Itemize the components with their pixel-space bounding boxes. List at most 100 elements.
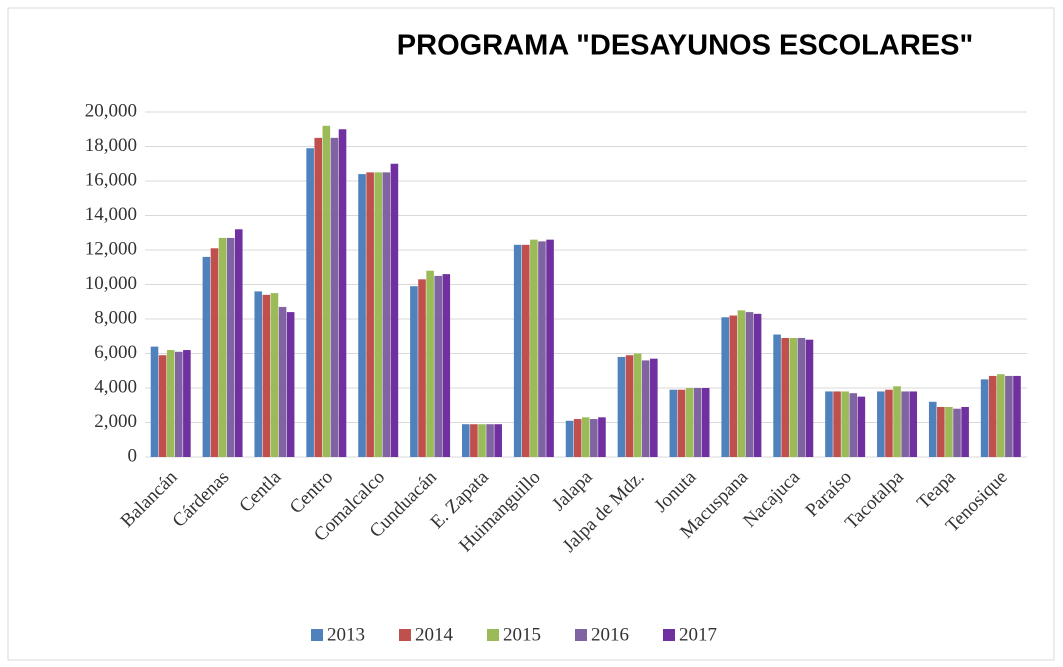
bar bbox=[857, 396, 866, 457]
y-tick-label: 6,000 bbox=[94, 342, 137, 363]
y-tick-label: 8,000 bbox=[94, 307, 137, 328]
bar bbox=[218, 237, 227, 457]
bar bbox=[677, 389, 686, 457]
bar bbox=[150, 346, 159, 457]
bar bbox=[909, 391, 918, 457]
bar bbox=[877, 391, 885, 457]
bar bbox=[565, 420, 574, 457]
bar bbox=[980, 379, 989, 457]
bar bbox=[174, 351, 183, 457]
bar bbox=[693, 388, 702, 457]
bar bbox=[773, 334, 781, 457]
bar bbox=[390, 163, 399, 457]
legend-swatch bbox=[399, 629, 411, 641]
bar bbox=[278, 306, 287, 457]
bar bbox=[254, 291, 263, 457]
bar bbox=[470, 424, 478, 457]
bar bbox=[937, 406, 945, 457]
bar bbox=[849, 393, 858, 457]
bar bbox=[382, 172, 391, 457]
bar bbox=[598, 417, 606, 457]
bar bbox=[358, 174, 366, 457]
bar bbox=[494, 424, 502, 457]
bar bbox=[330, 137, 339, 457]
bar bbox=[805, 339, 814, 457]
bar bbox=[885, 389, 893, 457]
bar bbox=[226, 237, 235, 457]
bar bbox=[928, 401, 937, 457]
bar bbox=[781, 337, 789, 457]
bar bbox=[893, 386, 901, 457]
bar bbox=[410, 286, 418, 457]
bar bbox=[513, 244, 522, 457]
legend-label: 2017 bbox=[679, 624, 717, 645]
y-tick-label: 14,000 bbox=[85, 204, 137, 225]
legend-swatch bbox=[487, 629, 499, 641]
legend-label: 2016 bbox=[591, 624, 629, 645]
bar bbox=[617, 356, 626, 457]
y-tick-label: 0 bbox=[128, 445, 138, 466]
bar bbox=[901, 391, 909, 457]
bar bbox=[262, 294, 271, 457]
bar bbox=[701, 388, 710, 457]
legend-label: 2013 bbox=[327, 624, 365, 645]
bar bbox=[462, 424, 470, 457]
bar bbox=[953, 408, 961, 457]
legend-swatch bbox=[311, 629, 323, 641]
bar bbox=[306, 148, 314, 457]
legend-label: 2015 bbox=[503, 624, 541, 645]
bar bbox=[286, 312, 295, 457]
bar bbox=[737, 310, 746, 457]
bar bbox=[641, 360, 650, 457]
bar bbox=[158, 355, 167, 457]
bar bbox=[581, 417, 590, 457]
bar bbox=[314, 137, 323, 457]
bar bbox=[202, 256, 211, 457]
bar bbox=[945, 406, 953, 457]
bar bbox=[833, 391, 841, 457]
bar bbox=[961, 406, 969, 457]
bar bbox=[546, 239, 554, 457]
bar bbox=[478, 424, 486, 457]
legend-label: 2014 bbox=[415, 624, 454, 645]
bar bbox=[270, 293, 279, 457]
bar bbox=[825, 391, 833, 457]
y-tick-label: 10,000 bbox=[85, 273, 137, 294]
bar bbox=[374, 172, 383, 457]
bar bbox=[366, 172, 374, 457]
bar bbox=[988, 375, 997, 457]
bar bbox=[685, 388, 694, 457]
bar bbox=[434, 275, 442, 457]
y-tick-label: 2,000 bbox=[94, 411, 137, 432]
bar bbox=[210, 248, 219, 457]
bar bbox=[633, 353, 642, 457]
bar bbox=[538, 241, 546, 457]
legend-swatch bbox=[575, 629, 587, 641]
bar bbox=[789, 337, 798, 457]
bar bbox=[418, 279, 426, 457]
y-tick-label: 12,000 bbox=[85, 238, 137, 259]
bar bbox=[486, 424, 494, 457]
bar bbox=[721, 317, 730, 457]
bar bbox=[338, 129, 347, 457]
legend-swatch bbox=[663, 629, 675, 641]
y-tick-label: 4,000 bbox=[94, 376, 137, 397]
bar bbox=[573, 419, 582, 457]
bar bbox=[650, 358, 658, 457]
bar bbox=[729, 315, 738, 457]
bar bbox=[590, 419, 598, 457]
bar bbox=[797, 337, 806, 457]
bar bbox=[426, 270, 434, 457]
bar bbox=[625, 355, 634, 457]
y-tick-label: 18,000 bbox=[85, 135, 137, 156]
bar bbox=[322, 125, 331, 458]
bar bbox=[669, 389, 678, 457]
bar bbox=[442, 274, 451, 457]
bar bbox=[234, 229, 243, 457]
bar bbox=[745, 312, 754, 457]
bar bbox=[841, 391, 849, 457]
bar bbox=[521, 244, 530, 457]
bar bbox=[1005, 375, 1013, 457]
bar bbox=[1013, 375, 1021, 457]
